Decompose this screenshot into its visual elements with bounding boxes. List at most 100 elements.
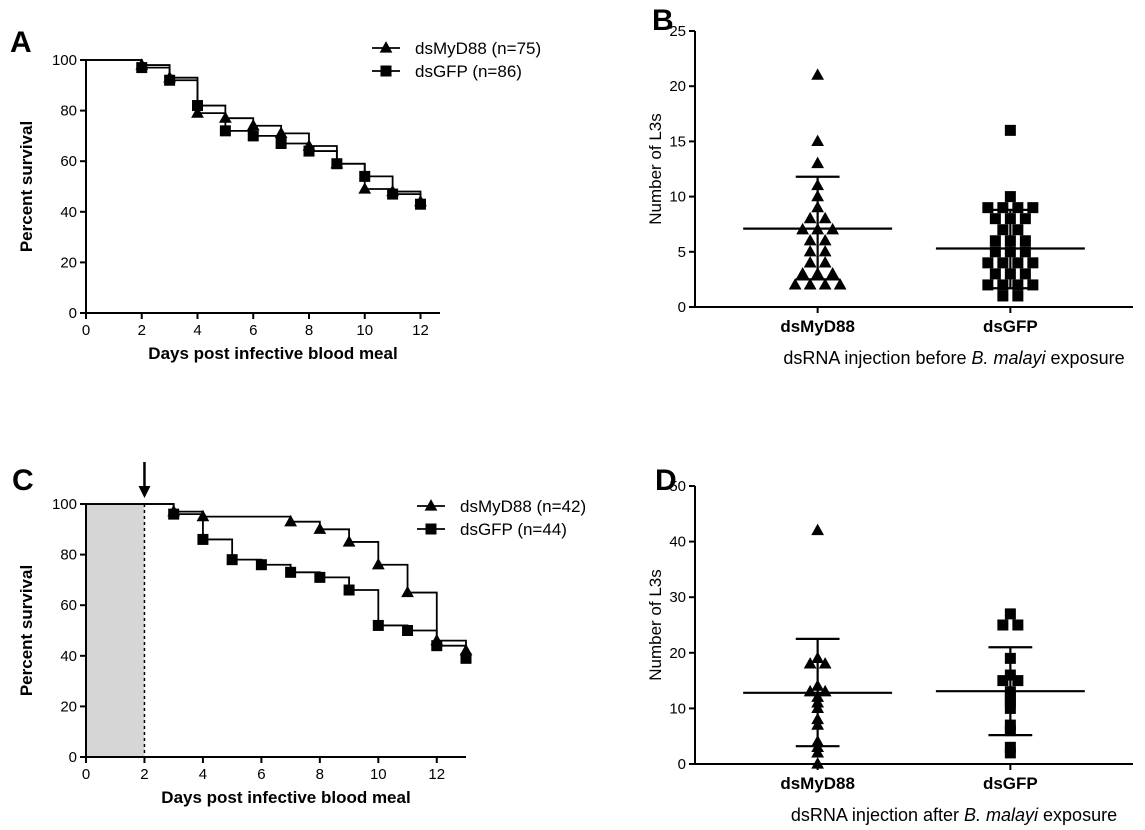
panel-letter: A xyxy=(10,26,32,59)
panel-letter: B xyxy=(652,4,674,37)
x-tick-label: 6 xyxy=(249,322,257,339)
data-point-square xyxy=(343,584,355,596)
data-point-triangle xyxy=(818,233,832,246)
data-point-square xyxy=(1004,747,1016,759)
caption-part: exposure xyxy=(1038,805,1117,825)
y-tick-label: 0 xyxy=(678,299,686,316)
caption-part: dsRNA injection before xyxy=(783,348,971,368)
x-tick-label: 12 xyxy=(428,766,445,783)
data-point-square xyxy=(1012,224,1024,236)
panel-b: B 0 5 10 15 20 25 dsMyD88 dsGFP Number of L3s dsRN… xyxy=(646,4,1133,368)
y-tick-label: 5 xyxy=(678,244,686,261)
data-point-triangle xyxy=(818,278,832,290)
data-point-square xyxy=(164,74,176,86)
x-tick-label: 8 xyxy=(305,322,313,339)
data-point-square xyxy=(331,158,343,170)
data-point-triangle xyxy=(371,557,385,570)
y-axis-label: Number of L3s xyxy=(646,569,665,681)
y-axis-label: Percent survival xyxy=(17,121,36,252)
data-point-square xyxy=(1027,279,1039,291)
legend-marker-triangle xyxy=(424,499,438,511)
data-point-square xyxy=(989,213,1001,225)
category-label: dsGFP xyxy=(983,774,1038,793)
data-point-triangle xyxy=(826,267,840,279)
data-point-square xyxy=(402,625,414,636)
panel-letter: C xyxy=(12,464,34,497)
data-point-triangle xyxy=(811,134,825,147)
legend-label: dsMyD88 (n=42) xyxy=(460,497,586,516)
data-point-square xyxy=(197,533,209,545)
y-tick-label: 30 xyxy=(669,589,686,606)
x-tick-label: 10 xyxy=(356,322,373,339)
data-point-square xyxy=(1004,741,1016,753)
panel-d: D 0 10 20 30 40 50 dsMyD88 dsGFP Number of L3s dsR… xyxy=(646,464,1133,825)
y-tick-label: 50 xyxy=(669,478,686,495)
y-tick-label: 60 xyxy=(60,153,77,170)
y-tick-label: 20 xyxy=(669,645,686,662)
data-point-square xyxy=(303,145,315,157)
data-point-square xyxy=(247,130,259,142)
y-tick-label: 10 xyxy=(669,700,686,717)
data-point-triangle xyxy=(818,244,832,257)
y-axis-label: Percent survival xyxy=(17,565,36,696)
legend-label: dsMyD88 (n=75) xyxy=(415,39,541,58)
data-point-square xyxy=(460,652,472,664)
y-tick-label: 0 xyxy=(69,305,77,322)
data-point-triangle xyxy=(401,585,414,598)
data-point-square xyxy=(359,170,371,182)
data-point-triangle xyxy=(313,522,327,534)
data-point-square xyxy=(1019,246,1031,258)
data-point-square xyxy=(414,198,426,210)
y-tick-label: 0 xyxy=(678,756,686,773)
data-point-triangle xyxy=(796,267,810,279)
data-point-square xyxy=(314,571,326,583)
data-point-triangle xyxy=(811,68,825,80)
y-tick-label: 0 xyxy=(69,749,77,766)
data-point-square xyxy=(1012,619,1024,631)
data-point-square xyxy=(997,224,1009,236)
y-tick-label: 20 xyxy=(60,698,77,715)
y-tick-label: 80 xyxy=(60,547,77,564)
data-point-square xyxy=(989,235,1001,247)
data-point-triangle xyxy=(811,757,825,769)
caption-part: exposure xyxy=(1046,348,1125,368)
data-point-square xyxy=(1019,268,1031,280)
data-point-triangle xyxy=(191,106,204,118)
data-point-square xyxy=(1027,257,1039,269)
legend-marker-square xyxy=(380,65,392,77)
data-point-square xyxy=(1004,191,1016,203)
data-point-square xyxy=(1019,235,1031,247)
category-label: dsMyD88 xyxy=(780,317,855,336)
x-tick-label: 10 xyxy=(370,766,387,783)
data-point-square xyxy=(1004,124,1016,136)
data-point-square xyxy=(982,257,994,269)
y-tick-label: 20 xyxy=(60,254,77,271)
data-point-triangle xyxy=(811,523,825,536)
data-point-square xyxy=(1004,608,1016,620)
caption-species-name: B. malayi xyxy=(972,348,1047,368)
data-point-square xyxy=(997,279,1009,291)
y-tick-label: 100 xyxy=(52,52,77,69)
x-tick-label: 0 xyxy=(82,766,90,783)
data-point-square xyxy=(997,202,1009,214)
data-point-square xyxy=(1012,675,1024,687)
y-tick-label: 40 xyxy=(60,204,77,221)
data-point-triangle xyxy=(803,657,817,669)
data-point-square xyxy=(372,619,384,631)
category-label: dsMyD88 xyxy=(780,774,855,793)
y-tick-label: 40 xyxy=(669,534,686,551)
data-point-triangle xyxy=(246,118,260,131)
y-tick-label: 10 xyxy=(669,189,686,206)
x-axis-caption: dsRNA injection after B. malayi exposure xyxy=(791,805,1117,825)
data-point-triangle xyxy=(803,233,817,246)
x-axis-label: Days post infective blood meal xyxy=(161,788,410,807)
data-point-square xyxy=(168,508,180,520)
y-tick-label: 15 xyxy=(669,133,686,150)
data-point-triangle xyxy=(803,211,817,224)
x-axis-caption: dsRNA injection before B. malayi exposur… xyxy=(783,348,1124,368)
data-point-square xyxy=(1012,290,1024,302)
data-point-square xyxy=(255,559,267,571)
x-tick-label: 4 xyxy=(193,322,201,339)
data-point-triangle xyxy=(788,278,802,290)
